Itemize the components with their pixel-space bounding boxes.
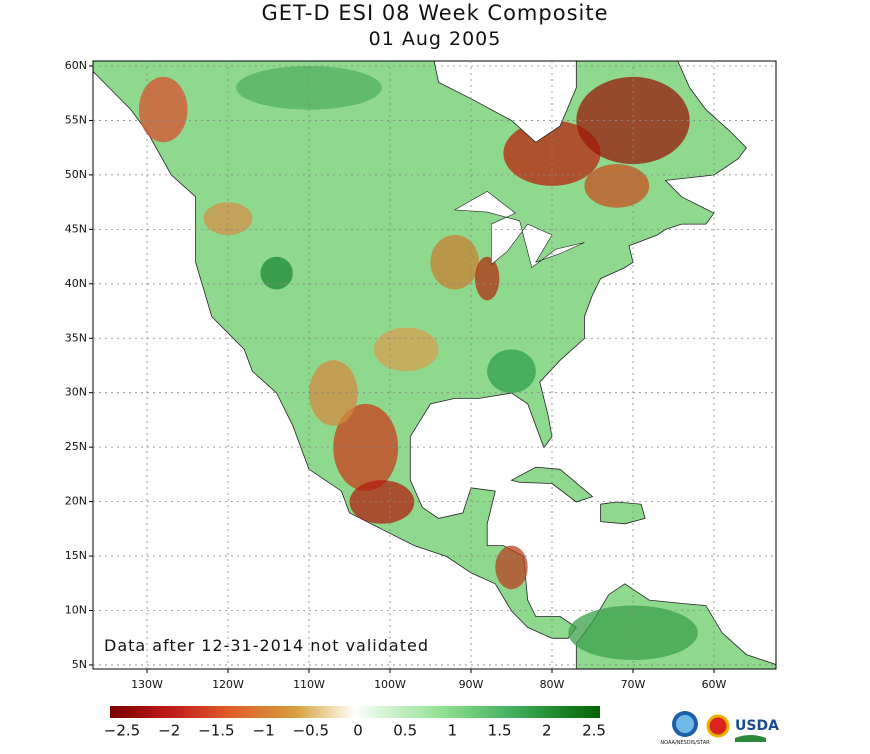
- colorbar-label: −1.5: [198, 722, 234, 740]
- esi-patch: [373, 327, 439, 372]
- lat-label: 15N: [65, 549, 87, 562]
- lat-label: 20N: [65, 495, 87, 508]
- colorbar-label: −0.5: [293, 722, 329, 740]
- lat-label: 50N: [65, 168, 87, 181]
- esi-patch: [333, 403, 399, 492]
- colorbar-label: −1: [253, 722, 275, 740]
- lat-label: 55N: [65, 113, 87, 126]
- esi-patch: [138, 76, 188, 143]
- colorbar-label: −2.5: [104, 722, 140, 740]
- noaa-text: NOAA/NESDIS/STAR: [660, 740, 710, 746]
- title: GET-D ESI 08 Week Composite: [261, 1, 608, 25]
- map-area: [93, 61, 776, 669]
- colorbar: [110, 706, 600, 718]
- lat-label: 5N: [72, 658, 87, 671]
- colorbar-label: 1: [448, 722, 458, 740]
- lat-label: 45N: [65, 222, 87, 235]
- esi-patch: [495, 545, 528, 590]
- lon-label: 110W: [293, 678, 325, 691]
- note: Data after 12-31-2014 not validated: [104, 636, 429, 655]
- lon-label: 90W: [459, 678, 484, 691]
- usda-swoosh: [735, 735, 766, 742]
- esi-patch: [430, 234, 480, 290]
- lat-label: 40N: [65, 277, 87, 290]
- usda-logo: USDA: [735, 718, 779, 734]
- noaa-logo: NOAA/NESDIS/STAR: [660, 711, 710, 746]
- colorbar-label: 0: [353, 722, 363, 740]
- lat-label: 35N: [65, 331, 87, 344]
- esi-patch: [584, 164, 650, 208]
- colorbar-label: 2: [542, 722, 552, 740]
- lon-label: 120W: [212, 678, 244, 691]
- umd-logo: [706, 714, 730, 738]
- lat-label: 30N: [65, 386, 87, 399]
- lat-label: 25N: [65, 440, 87, 453]
- colorbar-label: 1.5: [488, 722, 512, 740]
- lon-label: 60W: [702, 678, 727, 691]
- colorbar-label: 2.5: [582, 722, 606, 740]
- land: [600, 501, 646, 525]
- lon-label: 100W: [374, 678, 406, 691]
- esi-patch: [487, 349, 536, 394]
- colorbar-label: 0.5: [393, 722, 417, 740]
- land: [510, 466, 594, 503]
- esi-patch: [236, 66, 382, 110]
- map-frame: [92, 60, 777, 670]
- esi-patch: [503, 120, 601, 186]
- lat-label: 60N: [65, 59, 87, 72]
- lat-label: 10N: [65, 604, 87, 617]
- lon-label: 130W: [131, 678, 163, 691]
- esi-patch: [260, 256, 293, 290]
- hudson-bay: [433, 61, 577, 143]
- lon-label: 70W: [621, 678, 646, 691]
- subtitle: 01 Aug 2005: [369, 28, 502, 50]
- lon-label: 80W: [540, 678, 565, 691]
- esi-patch: [475, 256, 500, 301]
- colorbar-label: −2: [158, 722, 180, 740]
